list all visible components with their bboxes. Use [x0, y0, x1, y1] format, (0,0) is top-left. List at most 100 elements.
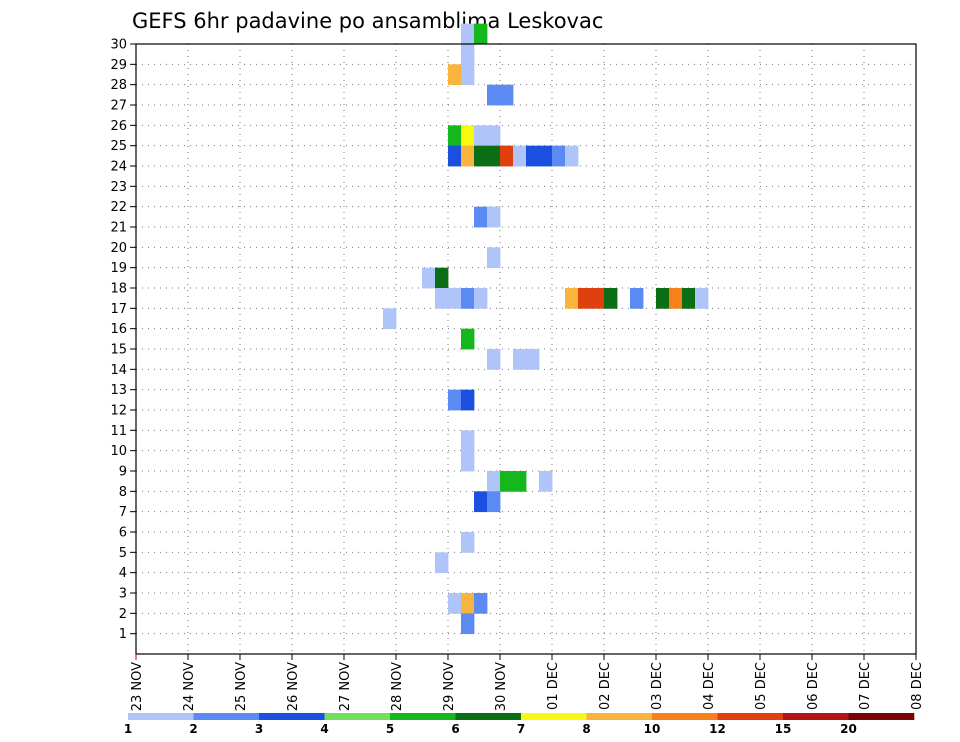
heatmap-cell [448, 125, 462, 147]
heatmap-cell [435, 552, 449, 574]
legend-label: 12 [709, 722, 726, 736]
y-tick-label: 9 [119, 465, 127, 480]
y-tick-label: 2 [119, 607, 127, 622]
heatmap-cell [539, 145, 553, 167]
x-tick-label: 03 DEC [650, 662, 665, 710]
heatmap-cell [487, 84, 501, 106]
x-tick-label: 24 NOV [182, 662, 197, 711]
x-tick-label: 07 DEC [858, 662, 873, 710]
heatmap-cell [565, 288, 579, 309]
y-tick-label: 26 [110, 119, 127, 134]
cell-layer [383, 23, 709, 635]
x-tick-label: 28 NOV [390, 662, 405, 711]
y-tick-label: 7 [119, 505, 127, 520]
x-tick-label: 02 DEC [598, 662, 613, 710]
y-tick-label: 29 [110, 58, 127, 73]
y-tick-label: 30 [110, 38, 127, 53]
legend-swatch [128, 713, 194, 720]
heatmap-cell [383, 308, 397, 330]
heatmap-cell [461, 389, 475, 411]
heatmap-cell [487, 125, 501, 147]
y-axis-ticks: 1234567891011121314151617181920212223242… [110, 38, 136, 642]
y-tick-label: 22 [110, 200, 127, 215]
legend-label: 3 [255, 722, 263, 736]
x-tick-label: 25 NOV [234, 662, 249, 711]
legend-label: 2 [189, 722, 197, 736]
heatmap-cell [500, 145, 514, 167]
heatmap-cell [565, 145, 579, 167]
legend-swatch [324, 713, 391, 720]
y-tick-label: 28 [110, 78, 127, 93]
heatmap-cell [461, 23, 475, 45]
heatmap-cell [487, 349, 501, 370]
y-tick-label: 25 [110, 139, 127, 154]
heatmap-cell [461, 44, 475, 65]
heatmap-cell [448, 64, 462, 86]
heatmap-cell [448, 145, 462, 167]
y-tick-label: 24 [110, 160, 127, 175]
heatmap-cell [526, 349, 540, 370]
heatmap-cell [474, 145, 488, 167]
y-tick-label: 15 [110, 343, 127, 358]
y-tick-label: 17 [110, 302, 127, 317]
legend-swatch [455, 713, 522, 720]
heatmap-cell [461, 145, 475, 167]
legend-label: 10 [644, 722, 661, 736]
heatmap-cell [461, 430, 475, 452]
y-tick-label: 1 [119, 627, 127, 642]
heatmap-cell [461, 613, 475, 635]
heatmap-cell [513, 471, 527, 492]
y-tick-label: 14 [110, 363, 127, 378]
x-tick-label: 04 DEC [702, 662, 717, 710]
y-tick-label: 27 [110, 99, 127, 114]
heatmap-cell [474, 23, 488, 45]
x-tick-label: 08 DEC [910, 662, 925, 710]
heatmap-cell [474, 125, 488, 147]
heatmap-cell [474, 206, 488, 228]
heatmap-cell [461, 328, 475, 350]
heatmap-cell [591, 288, 605, 309]
x-tick-label: 26 NOV [286, 662, 301, 711]
heatmap-cell [630, 288, 644, 309]
heatmap-cell [682, 288, 696, 309]
legend-swatch [586, 713, 653, 720]
heatmap-cell [513, 145, 527, 167]
heatmap-cell [604, 288, 618, 309]
y-tick-label: 18 [110, 282, 127, 297]
x-axis-ticks: 23 NOV 24 NOV 25 NOV 26 NOV 27 NOV 28 NOV 29 N… [130, 654, 925, 711]
y-tick-label: 10 [110, 444, 127, 459]
y-tick-label: 11 [110, 424, 127, 439]
legend-swatch [521, 713, 587, 720]
y-tick-label: 21 [110, 221, 127, 236]
heatmap-cell [448, 593, 462, 614]
heatmap-cell [500, 471, 514, 492]
y-tick-label: 23 [110, 180, 127, 195]
x-tick-label: 30 NOV [494, 662, 509, 711]
heatmap-cell [552, 145, 566, 167]
y-tick-label: 19 [110, 261, 127, 276]
y-tick-label: 20 [110, 241, 127, 256]
legend-label: 6 [451, 722, 459, 736]
heatmap-cell [487, 206, 501, 228]
y-tick-label: 13 [110, 383, 127, 398]
heatmap-cell [539, 471, 553, 492]
legend-label: 7 [517, 722, 525, 736]
heatmap-cell [695, 288, 709, 309]
heatmap-cell [487, 247, 501, 269]
y-tick-label: 3 [119, 587, 127, 602]
heatmap-cell [526, 145, 540, 167]
heatmap-cell [500, 84, 514, 106]
heatmap-cell [669, 288, 683, 309]
legend-label: 5 [386, 722, 394, 736]
legend-swatch [848, 713, 915, 720]
heatmap-cell [435, 267, 449, 289]
x-tick-label: 05 DEC [754, 662, 769, 710]
legend-label: 8 [582, 722, 590, 736]
heatmap-cell [487, 471, 501, 492]
x-tick-label: 01 DEC [546, 662, 561, 710]
heatmap-cell [578, 288, 592, 309]
heatmap-cell [448, 288, 462, 309]
legend-label: 1 [124, 722, 132, 736]
x-tick-label: 29 NOV [442, 662, 457, 711]
